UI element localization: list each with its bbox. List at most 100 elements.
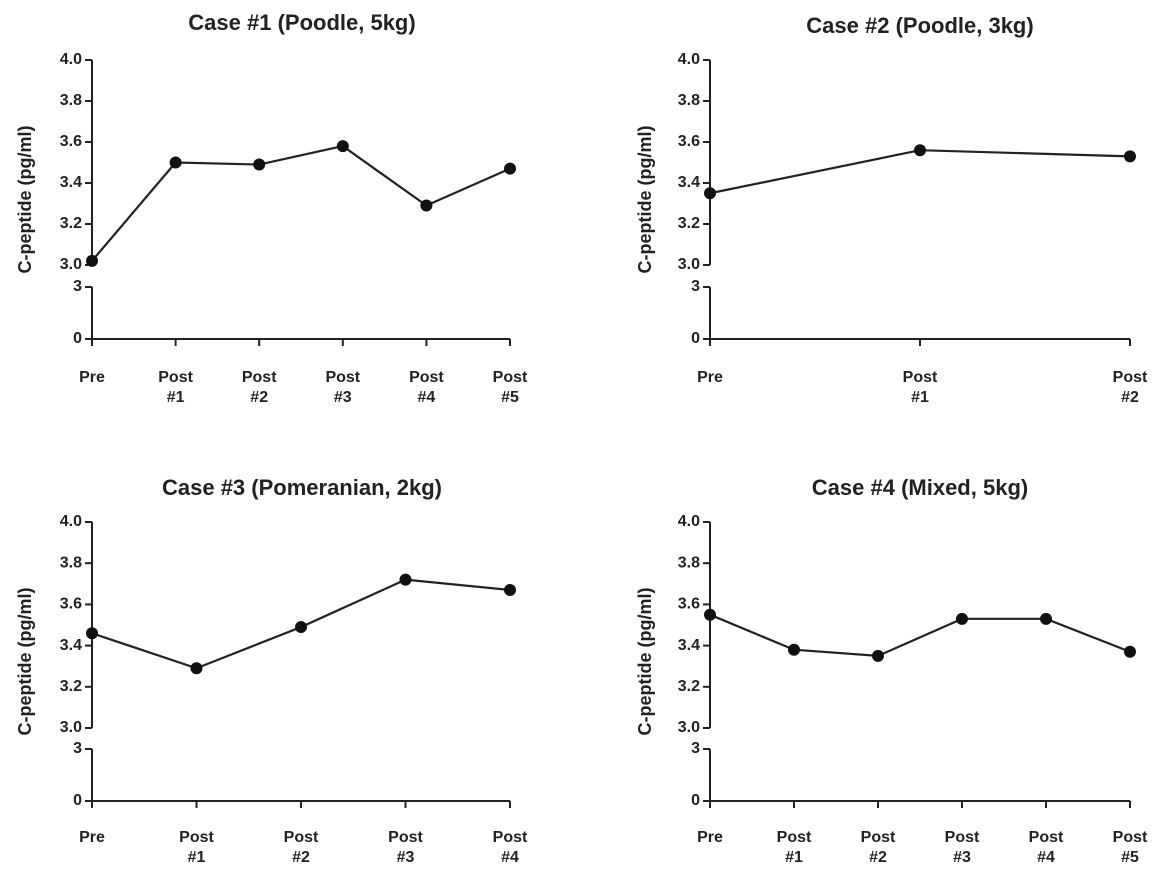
y-tick-label: 3.4 xyxy=(678,174,700,191)
series-line xyxy=(91,144,511,262)
y-tick-label: 3.2 xyxy=(60,215,82,232)
data-point xyxy=(504,583,516,596)
data-point xyxy=(1040,612,1052,625)
x-tick-label: Post #4 xyxy=(409,369,444,406)
x-tick-label-line: #2 xyxy=(250,389,268,406)
x-tick-label: Post #1 xyxy=(777,829,812,866)
x-tick-label-line: Post xyxy=(242,369,277,386)
x-tick-label-line: Pre xyxy=(697,829,723,846)
y-tick-label: 3.2 xyxy=(678,215,700,232)
data-point xyxy=(914,144,926,157)
y-tick-label: 3.6 xyxy=(60,133,82,150)
chart-title: Case #1 (Poodle, 5kg) xyxy=(188,10,415,35)
x-tick-label-line: Post xyxy=(409,369,444,386)
x-tick-label-line: Post xyxy=(493,829,528,846)
x-tick-label: Post #2 xyxy=(861,829,896,866)
data-point xyxy=(1124,150,1136,163)
chart-1: Case #1 (Poodle, 5kg) C-peptide (pg/ml) 3.… xyxy=(15,10,528,406)
series-line xyxy=(709,149,1131,195)
x-tick-label-line: Post xyxy=(158,369,193,386)
x-tick-label-line: Pre xyxy=(697,369,723,386)
x-tick-label-line: #3 xyxy=(334,389,352,406)
y-tick-label: 4.0 xyxy=(60,513,82,530)
x-tick-label-line: #2 xyxy=(869,849,887,866)
y-tick-label: 3.2 xyxy=(60,678,82,695)
y-tick-label: 3.8 xyxy=(60,554,82,571)
x-tick-label-line: Post xyxy=(1113,369,1148,386)
data-point xyxy=(504,162,516,175)
x-tick-label: Post #1 xyxy=(179,829,214,866)
x-tick-label-line: Post xyxy=(1113,829,1148,846)
x-tick-label: Post #1 xyxy=(903,369,938,406)
chart-title: Case #3 (Pomeranian, 2kg) xyxy=(162,475,442,500)
x-tick-label: Post #5 xyxy=(493,369,528,406)
x-tick-label-line: #1 xyxy=(167,389,185,406)
x-tick-label-line: Post xyxy=(1029,829,1064,846)
data-point xyxy=(704,608,716,621)
x-tick-label-line: Post xyxy=(284,829,319,846)
x-tick-label-line: #4 xyxy=(418,389,436,406)
x-tick-label-line: Post xyxy=(388,829,423,846)
x-tick-label-line: #1 xyxy=(188,849,206,866)
y-tick-label: 3.6 xyxy=(678,596,700,613)
x-tick-label-line: #4 xyxy=(501,849,519,866)
y-tick-label: 3.6 xyxy=(678,133,700,150)
x-tick-label-line: #5 xyxy=(501,389,519,406)
data-point xyxy=(1124,645,1136,658)
x-tick-label-line: Post xyxy=(493,369,528,386)
y-axis-label: C-peptide (pg/ml) xyxy=(635,126,655,274)
x-tick-label-line: #4 xyxy=(1037,849,1055,866)
data-point xyxy=(420,199,433,212)
y-tick-label: 3.0 xyxy=(60,719,82,736)
x-tick-label-line: #3 xyxy=(953,849,971,866)
y-tick-label: 3.4 xyxy=(678,637,700,654)
chart-3: Case #3 (Pomeranian, 2kg) C-peptide (pg/m… xyxy=(15,475,528,866)
x-tick-label-line: Post xyxy=(179,829,214,846)
x-tick-label: Post #2 xyxy=(284,829,319,866)
chart-2: Case #2 (Poodle, 3kg) C-peptide (pg/ml) 3.… xyxy=(635,13,1148,406)
y-tick-label: 4.0 xyxy=(678,513,700,530)
x-tick-label: Post #3 xyxy=(388,829,423,866)
y-tick-label: 3.0 xyxy=(678,719,700,736)
x-tick-label-line: #1 xyxy=(785,849,803,866)
y-tick-label: 3.4 xyxy=(60,637,82,654)
y-tick-label: 3 xyxy=(73,740,82,757)
y-tick-label: 3.0 xyxy=(60,256,82,273)
x-tick-label-line: #2 xyxy=(1121,389,1139,406)
y-axis-label: C-peptide (pg/ml) xyxy=(15,588,35,736)
data-point xyxy=(169,156,182,169)
x-tick-label-line: #1 xyxy=(911,389,929,406)
x-tick-label-line: #3 xyxy=(397,849,415,866)
x-tick-label-line: #2 xyxy=(292,849,310,866)
y-tick-label: 4.0 xyxy=(678,51,700,68)
y-tick-label: 3.8 xyxy=(678,554,700,571)
y-tick-label: 0 xyxy=(73,792,82,809)
data-point xyxy=(704,187,716,200)
data-point xyxy=(872,649,884,662)
x-tick-label-line: Pre xyxy=(79,829,105,846)
y-tick-label: 3 xyxy=(691,740,700,757)
x-tick-label: Post #3 xyxy=(945,829,980,866)
data-point xyxy=(190,662,203,675)
chart-4: Case #4 (Mixed, 5kg) C-peptide (pg/ml) 3.0… xyxy=(635,475,1148,866)
y-tick-label: 3 xyxy=(73,278,82,295)
x-tick-label-line: Post xyxy=(903,369,938,386)
data-point xyxy=(336,140,349,153)
y-tick-label: 3.8 xyxy=(60,92,82,109)
x-tick-label-line: Post xyxy=(777,829,812,846)
data-point xyxy=(253,158,266,171)
data-point xyxy=(86,254,98,267)
chart-title: Case #4 (Mixed, 5kg) xyxy=(812,475,1028,500)
x-tick-label: Post #4 xyxy=(1029,829,1064,866)
y-tick-label: 0 xyxy=(691,330,700,347)
y-tick-label: 0 xyxy=(73,330,82,347)
data-point xyxy=(86,627,98,640)
y-axis-label: C-peptide (pg/ml) xyxy=(15,126,35,274)
x-tick-label: Post #4 xyxy=(493,829,528,866)
x-tick-label-line: Post xyxy=(945,829,980,846)
x-tick-label-line: Post xyxy=(325,369,360,386)
y-tick-label: 0 xyxy=(691,792,700,809)
x-tick-label-line: Post xyxy=(861,829,896,846)
y-tick-label: 4.0 xyxy=(60,51,82,68)
